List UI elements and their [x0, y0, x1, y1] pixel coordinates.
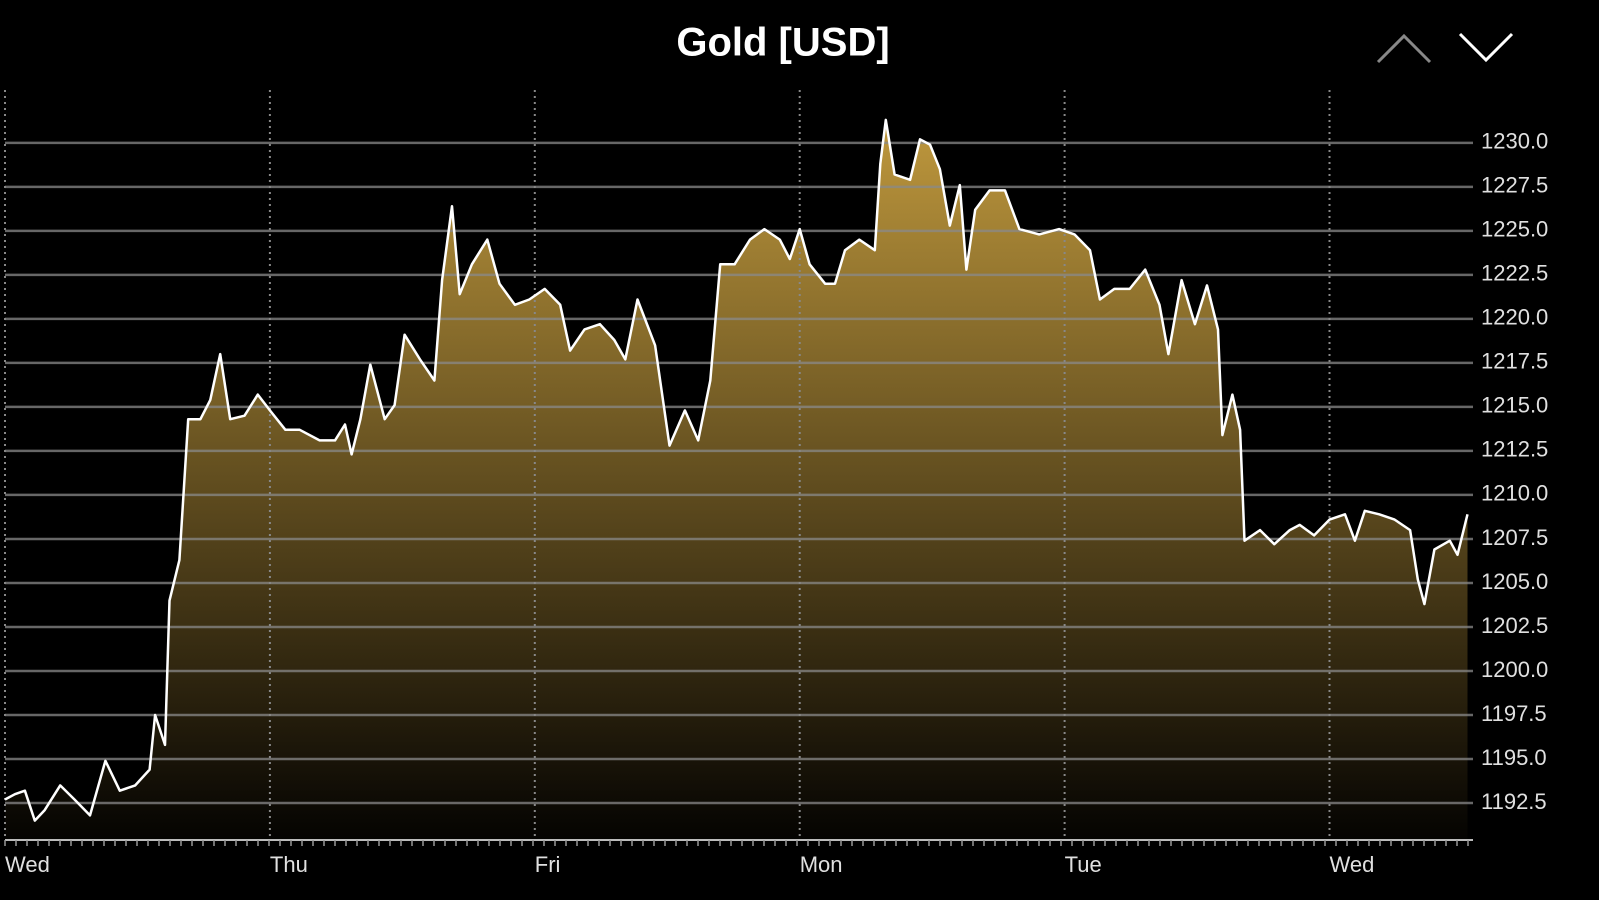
y-tick-label: 1207.5 [1481, 525, 1548, 550]
y-tick-label: 1210.0 [1481, 481, 1548, 506]
y-tick-label: 1195.0 [1481, 745, 1547, 770]
y-tick-label: 1205.0 [1481, 569, 1548, 594]
price-line [4, 118, 1469, 822]
y-tick-label: 1230.0 [1481, 129, 1548, 154]
x-tick-label: Wed [1330, 852, 1375, 877]
y-tick-label: 1225.0 [1481, 217, 1548, 242]
x-tick-label: Fri [535, 852, 561, 877]
y-tick-label: 1192.5 [1481, 789, 1547, 814]
scroll-down[interactable] [1458, 32, 1514, 63]
y-tick-label: 1222.5 [1481, 261, 1548, 286]
y-tick-label: 1227.5 [1481, 173, 1548, 198]
y-tick-label: 1217.5 [1481, 349, 1548, 374]
y-tick-label: 1200.0 [1481, 657, 1548, 682]
chart-title: Gold [USD] [676, 21, 889, 65]
x-tick-label: Mon [800, 852, 843, 877]
scroll-up[interactable] [1376, 33, 1432, 64]
x-tick-label: Tue [1065, 852, 1102, 877]
x-tick-label: Thu [270, 852, 308, 877]
y-tick-label: 1197.5 [1481, 701, 1547, 726]
area [5, 119, 1468, 840]
x-tick-label: Wed [5, 852, 50, 877]
y-tick-label: 1215.0 [1481, 393, 1548, 418]
y-tick-label: 1220.0 [1481, 305, 1548, 330]
y-tick-label: 1202.5 [1481, 613, 1548, 638]
y-tick-label: 1212.5 [1481, 437, 1548, 462]
